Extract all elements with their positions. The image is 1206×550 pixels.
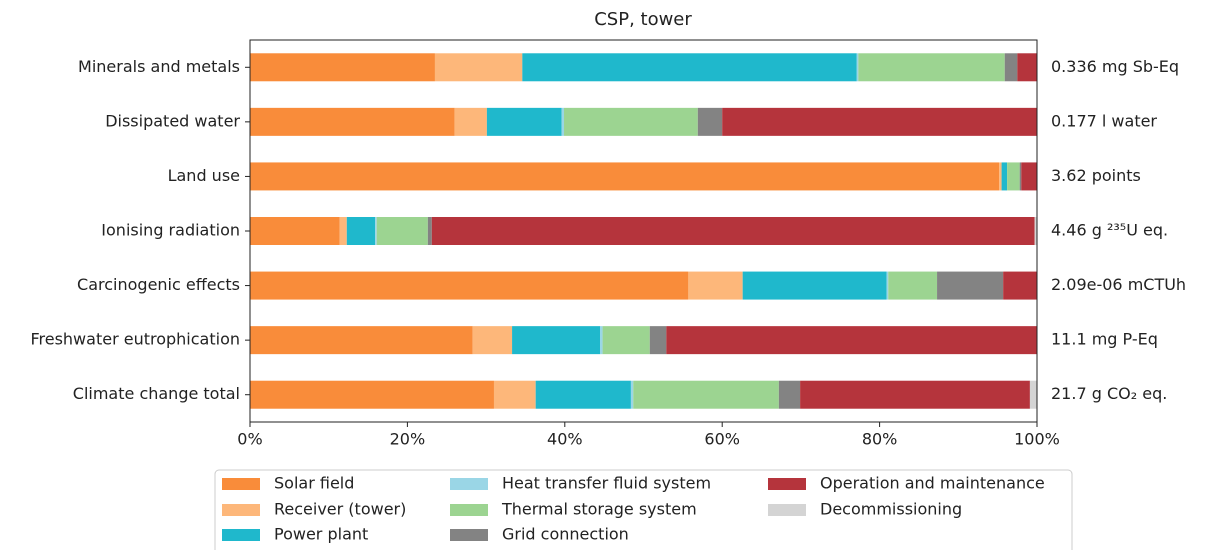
y-tick-label: Land use bbox=[168, 166, 240, 185]
bar-segment bbox=[697, 107, 723, 136]
bar-segment bbox=[633, 380, 779, 409]
bar-segment bbox=[858, 53, 1005, 82]
bar-segment bbox=[375, 217, 377, 245]
legend-label: Solar field bbox=[274, 474, 354, 493]
bar-segment bbox=[250, 271, 689, 300]
bar-segment bbox=[666, 326, 1037, 355]
total-label: 4.46 g ²³⁵U eq. bbox=[1051, 221, 1168, 240]
chart-title: CSP, tower bbox=[594, 9, 692, 30]
legend-swatch bbox=[222, 504, 260, 516]
x-tick-label: 40% bbox=[547, 430, 583, 449]
bar-segment bbox=[630, 380, 634, 409]
legend-label: Grid connection bbox=[502, 525, 629, 544]
bar-segment bbox=[1001, 162, 1008, 191]
bar-segment bbox=[564, 107, 698, 136]
x-tick-label: 60% bbox=[704, 430, 740, 449]
bar-segment bbox=[649, 326, 667, 355]
bar-segment bbox=[722, 107, 1037, 136]
legend-label: Receiver (tower) bbox=[274, 500, 406, 519]
bar-segment bbox=[561, 107, 565, 136]
bar-segment bbox=[250, 380, 494, 409]
legend-label: Heat transfer fluid system bbox=[502, 474, 711, 493]
bar-segment bbox=[886, 271, 889, 300]
bar-segment bbox=[1034, 217, 1037, 245]
x-tick-label: 0% bbox=[237, 430, 262, 449]
legend-label: Operation and maintenance bbox=[820, 474, 1045, 493]
total-label: 11.1 mg P-Eq bbox=[1051, 330, 1158, 349]
bar-segment bbox=[431, 217, 1035, 245]
bar-segment bbox=[427, 217, 432, 245]
y-tick-label: Ionising radiation bbox=[101, 221, 240, 240]
legend-swatch bbox=[222, 478, 260, 490]
bar-segment bbox=[1007, 162, 1020, 191]
legend-box bbox=[214, 469, 1073, 550]
bar-segment bbox=[486, 107, 562, 136]
x-tick-label: 100% bbox=[1014, 430, 1060, 449]
legend-swatch bbox=[222, 529, 260, 541]
total-label: 0.177 l water bbox=[1051, 111, 1157, 130]
legend-swatch bbox=[450, 504, 488, 516]
y-tick-label: Minerals and metals bbox=[78, 57, 240, 76]
bar-segment bbox=[602, 326, 650, 355]
legend-swatch bbox=[450, 478, 488, 490]
bar-segment bbox=[454, 107, 487, 136]
bar-segment bbox=[1003, 271, 1037, 300]
plot-frame bbox=[249, 39, 1038, 423]
bar-segment bbox=[250, 217, 340, 245]
bar-segment bbox=[1021, 162, 1037, 191]
bar-segment bbox=[472, 326, 513, 355]
legend-swatch bbox=[768, 478, 806, 490]
total-label: 3.62 points bbox=[1051, 166, 1141, 185]
bar-segment bbox=[1029, 380, 1037, 409]
bar-segment bbox=[1004, 53, 1018, 82]
total-label: 21.7 g CO₂ eq. bbox=[1051, 384, 1167, 403]
bar-segment bbox=[1019, 162, 1022, 191]
legend-swatch bbox=[450, 529, 488, 541]
bar-segment bbox=[1017, 53, 1037, 82]
legend-swatch bbox=[768, 504, 806, 516]
bar-segment bbox=[250, 326, 473, 355]
bar-segment bbox=[937, 271, 1004, 300]
y-tick-label: Freshwater eutrophication bbox=[30, 330, 240, 349]
bar-segment bbox=[856, 53, 859, 82]
total-label: 0.336 mg Sb-Eq bbox=[1051, 57, 1179, 76]
bar-segment bbox=[742, 271, 887, 300]
bar-segment bbox=[339, 217, 347, 245]
bar-segment bbox=[522, 53, 857, 82]
bar-segment bbox=[512, 326, 601, 355]
bar-segment bbox=[688, 271, 743, 300]
bar-segment bbox=[888, 271, 938, 300]
bar-segment bbox=[800, 380, 1030, 409]
legend-label: Decommissioning bbox=[820, 500, 962, 519]
bar-segment bbox=[346, 217, 376, 245]
bar-segment bbox=[535, 380, 631, 409]
y-tick-label: Climate change total bbox=[73, 384, 240, 403]
legend-label: Power plant bbox=[274, 525, 368, 544]
legend-label: Thermal storage system bbox=[501, 500, 697, 519]
x-tick-label: 80% bbox=[862, 430, 898, 449]
y-tick-label: Carcinogenic effects bbox=[77, 275, 240, 294]
x-tick-label: 20% bbox=[390, 430, 426, 449]
bar-segment bbox=[250, 53, 435, 82]
bar-segment bbox=[999, 162, 1002, 191]
bar-segment bbox=[434, 53, 523, 82]
bar-segment bbox=[250, 162, 1000, 191]
y-tick-label: Dissipated water bbox=[105, 111, 240, 130]
bar-segment bbox=[493, 380, 536, 409]
bar-segment bbox=[778, 380, 801, 409]
total-label: 2.09e-06 mCTUh bbox=[1051, 275, 1186, 294]
bar-segment bbox=[600, 326, 603, 355]
bar-segment bbox=[376, 217, 428, 245]
bar-segment bbox=[250, 107, 455, 136]
